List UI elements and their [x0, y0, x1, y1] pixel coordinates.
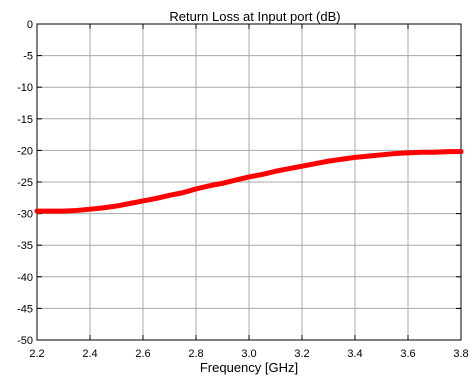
y-tick-label: -45 — [17, 303, 33, 315]
series-layer — [34, 149, 464, 214]
x-tick-label: 3.0 — [241, 348, 256, 360]
y-tick-label: -30 — [17, 209, 33, 221]
x-tick-label: 2.4 — [82, 348, 97, 360]
y-tick-label: -25 — [17, 177, 33, 189]
y-tick-label: -40 — [17, 272, 33, 284]
grid-lines — [37, 24, 461, 340]
y-tick-label: -20 — [17, 145, 33, 157]
x-tick-label: 2.6 — [135, 348, 150, 360]
series-line-return-loss — [34, 149, 464, 214]
y-tick-label: -50 — [17, 335, 33, 347]
y-tick-labels: 0 -5 -10 -15 -20 -25 -30 -35 -40 -45 -50 — [17, 19, 33, 347]
x-tick-label: 3.8 — [453, 348, 468, 360]
chart-title: Return Loss at Input port (dB) — [169, 9, 340, 24]
x-tick-label: 2.2 — [29, 348, 44, 360]
x-axis-label: Frequency [GHz] — [200, 360, 298, 375]
x-tick-label: 3.4 — [347, 348, 362, 360]
x-tick-label: 2.8 — [188, 348, 203, 360]
y-tick-label: -15 — [17, 114, 33, 126]
x-tick-label: 3.2 — [294, 348, 309, 360]
y-tick-label: -10 — [17, 82, 33, 94]
x-tick-label: 3.6 — [400, 348, 415, 360]
y-tick-label: -35 — [17, 240, 33, 252]
y-tick-label: -5 — [23, 51, 33, 63]
x-tick-labels: 2.2 2.4 2.6 2.8 3.0 3.2 3.4 3.6 3.8 — [29, 348, 468, 360]
y-tick-label: 0 — [27, 19, 33, 31]
